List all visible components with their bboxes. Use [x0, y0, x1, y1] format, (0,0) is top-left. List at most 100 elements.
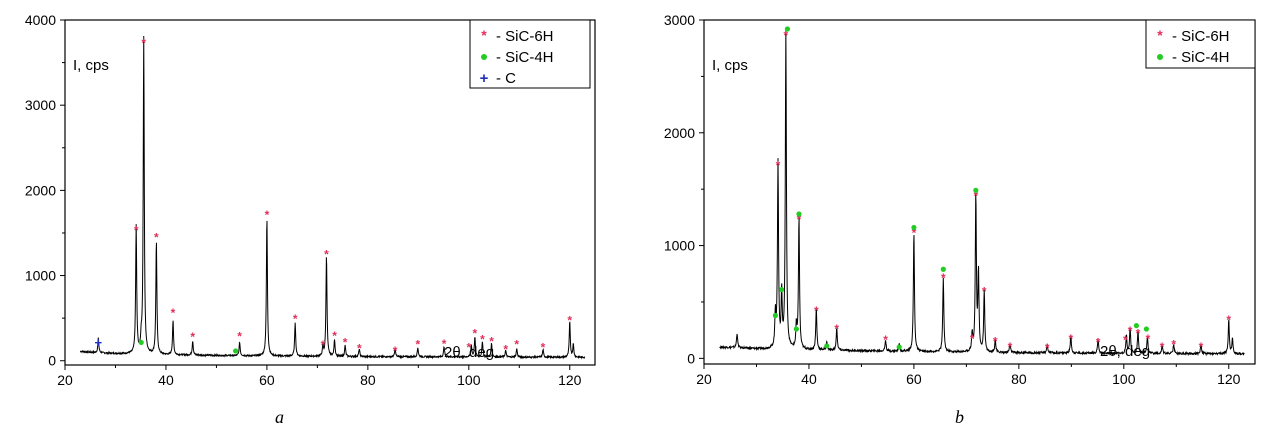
sic-4h-peak-marker — [793, 326, 799, 332]
sic-4h-peak-marker — [779, 286, 785, 293]
chart-b-svg: 20 40 60 80 100 120 0 1000 2000 3000 I, cps 2θ, deg… — [664, 12, 1256, 387]
sic-4h-peak-marker — [796, 211, 802, 217]
legend-entry-label: - SiC-4H — [1172, 49, 1230, 66]
sic-6h-peak-marker: * — [343, 336, 348, 350]
x-tick-label: 20 — [696, 371, 712, 387]
legend-entry-label: - SiC-4H — [496, 49, 554, 66]
sic-6h-peak-marker: * — [1008, 340, 1013, 354]
sic-6h-peak-marker: * — [293, 312, 298, 326]
sic-6h-peak-marker: * — [1160, 340, 1165, 354]
y-tick-label: 4000 — [25, 12, 56, 28]
legend-box — [469, 19, 591, 89]
legend-dot-icon — [481, 54, 487, 60]
sic-6h-peak-marker: * — [1096, 335, 1101, 349]
y-tick-label: 0 — [48, 353, 56, 369]
sic-4h-peak-marker — [233, 348, 239, 354]
y-tick-label: 2000 — [664, 125, 695, 141]
y-axis-label: I, cps — [73, 57, 109, 74]
x-tick-label: 100 — [457, 372, 481, 388]
sic-6h-peak-marker: * — [814, 304, 819, 318]
sic-6h-peak-marker: * — [190, 330, 195, 344]
plot-frame — [64, 19, 596, 366]
sic-6h-peak-marker: * — [171, 306, 176, 320]
sic-6h-peak-marker: * — [973, 189, 978, 203]
sic-6h-peak-marker: * — [1146, 332, 1151, 346]
y-tick-label: 1000 — [664, 238, 695, 254]
sic-4h-peak-marker — [138, 339, 144, 346]
spectrum-line — [79, 35, 586, 360]
x-tick-label: 20 — [57, 372, 73, 388]
sic-6h-peak-marker: * — [442, 337, 447, 351]
sic-6h-peak-marker: * — [541, 341, 546, 355]
x-tick-label: 120 — [1217, 371, 1241, 387]
panel-label-a: a — [275, 407, 284, 427]
legend-entry-label: - C — [496, 70, 516, 87]
legend-entry-label: - SiC-6H — [496, 28, 554, 45]
sic-6h-peak-marker: * — [332, 329, 337, 343]
sic-6h-peak-marker: * — [784, 29, 789, 43]
x-tick-label: 60 — [906, 371, 922, 387]
sic-6h-peak-marker: * — [321, 338, 326, 352]
sic-6h-peak-marker: * — [797, 213, 802, 227]
sic-6h-peak-marker: * — [1123, 333, 1128, 347]
sic-6h-peak-marker: * — [1068, 332, 1073, 346]
sic-4h-peak-marker — [911, 224, 917, 231]
sic-6h-peak-marker: * — [489, 334, 494, 348]
sic-4h-peak-marker — [824, 343, 830, 349]
sic-6h-peak-marker: * — [466, 341, 471, 355]
legend-star-icon: * — [481, 27, 487, 43]
sic-6h-peak-marker: * — [1136, 326, 1141, 340]
sic-6h-peak-marker: * — [1171, 338, 1176, 352]
sic-4h-peak-marker — [896, 344, 902, 350]
sic-4h-peak-marker — [940, 266, 946, 272]
carbon-peak-marker: + — [95, 335, 103, 350]
sic-6h-peak-marker: * — [1128, 324, 1133, 338]
sic-6h-peak-marker: * — [503, 342, 508, 356]
xrd-chart-b: 20 40 60 80 100 120 0 1000 2000 3000 I, cps 2θ, deg… — [640, 0, 1265, 432]
x-tick-label: 40 — [158, 372, 174, 388]
sic-4h-peak-marker — [1133, 323, 1140, 329]
sic-6h-peak-marker: * — [357, 342, 362, 356]
x-tick-label: 80 — [1011, 371, 1027, 387]
sic-6h-peak-marker: * — [1045, 341, 1050, 355]
sic-4h-peak-marker — [772, 312, 778, 319]
y-tick-label: 3000 — [664, 12, 695, 28]
x-tick-label: 40 — [801, 371, 817, 387]
sic-6h-peak-marker: * — [834, 322, 839, 336]
x-tick-label: 100 — [1112, 371, 1136, 387]
sic-6h-peak-marker: * — [265, 208, 270, 222]
sic-4h-peak-marker — [1143, 326, 1149, 332]
sic-6h-peak-marker: * — [154, 230, 159, 244]
legend-plus-icon: + — [480, 70, 489, 87]
sic-6h-peak-marker: * — [970, 332, 975, 346]
legend-dot-icon — [1157, 54, 1163, 60]
sic-6h-peak-marker: * — [567, 313, 572, 327]
x-tick-label: 80 — [360, 372, 376, 388]
sic-6h-peak-marker: * — [473, 327, 478, 341]
x-tick-label: 60 — [259, 372, 275, 388]
sic-6h-peak-marker: * — [993, 334, 998, 348]
plot-frame — [703, 19, 1256, 365]
sic-6h-peak-marker: * — [883, 333, 888, 347]
y-tick-label: 3000 — [25, 97, 56, 113]
sic-6h-peak-marker: * — [941, 271, 946, 285]
y-tick-label: 1000 — [25, 268, 56, 284]
sic-6h-peak-marker: * — [514, 337, 519, 351]
x-axis-label: 2θ, deg — [1100, 343, 1150, 360]
legend-entry-label: - SiC-6H — [1172, 28, 1230, 45]
sic-6h-peak-marker: * — [415, 337, 420, 351]
spectrum-line — [719, 28, 1245, 357]
sic-4h-peak-marker — [973, 187, 979, 193]
y-axis-label: I, cps — [712, 57, 748, 74]
y-tick-label: 2000 — [25, 182, 56, 198]
y-tick-label: 0 — [687, 350, 695, 366]
sic-6h-peak-marker: * — [1199, 340, 1204, 354]
sic-6h-peak-marker: * — [141, 36, 146, 50]
sic-6h-peak-marker: * — [1226, 313, 1231, 327]
sic-6h-peak-marker: * — [480, 333, 485, 347]
x-tick-label: 120 — [558, 372, 582, 388]
sic-6h-peak-marker: * — [134, 224, 139, 238]
panel-label-b: b — [955, 407, 964, 427]
sic-6h-peak-marker: * — [982, 285, 987, 299]
